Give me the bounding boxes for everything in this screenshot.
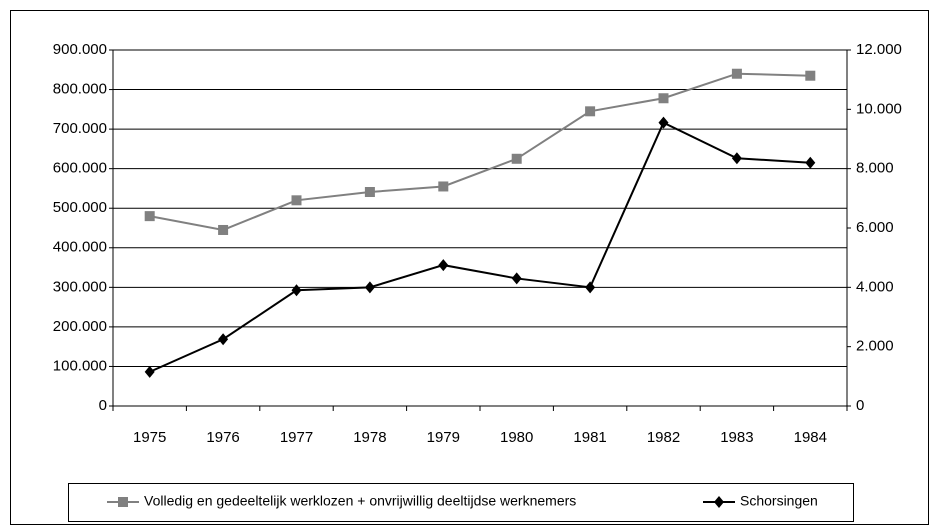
- y-tick-label: 0: [99, 397, 107, 414]
- data-point: [218, 333, 229, 346]
- y-tick-label: 400.000: [53, 239, 107, 256]
- x-tick-label: 1977: [280, 429, 313, 446]
- data-point: [585, 281, 596, 294]
- x-tick-label: 1984: [794, 429, 827, 446]
- data-point: [805, 156, 816, 169]
- y-tick-label: 200.000: [53, 318, 107, 335]
- data-point: [585, 106, 596, 117]
- legend-label: Schorsingen: [740, 493, 818, 509]
- data-point: [511, 272, 522, 285]
- y-tick-label: 500.000: [53, 199, 107, 216]
- x-tick-label: 1981: [573, 429, 606, 446]
- series-line: [149, 121, 811, 373]
- y-tick-label: 100.000: [53, 357, 107, 374]
- x-tick-label: 1979: [427, 429, 460, 446]
- series-line: [149, 72, 811, 232]
- data-point: [511, 153, 522, 164]
- y-tick-label: 800.000: [53, 81, 107, 98]
- y2-tick-label: 12.000: [856, 41, 902, 58]
- data-point: [364, 281, 375, 294]
- legend-marker: [118, 497, 128, 507]
- y2-tick-label: 10.000: [856, 100, 902, 117]
- data-point: [731, 68, 742, 79]
- y2-tick-label: 2.000: [856, 338, 894, 355]
- y-tick-label: 900.000: [53, 41, 107, 58]
- data-point: [144, 365, 155, 378]
- x-tick-label: 1980: [500, 429, 533, 446]
- y2-tick-label: 8.000: [856, 160, 894, 177]
- data-point: [438, 181, 449, 192]
- chart-border: [10, 10, 929, 525]
- y-tick-label: 300.000: [53, 278, 107, 295]
- x-tick-label: 1978: [353, 429, 386, 446]
- legend-label: Volledig en gedeeltelijk werklozen + onv…: [144, 493, 576, 509]
- data-point: [144, 211, 155, 222]
- y2-tick-label: 4.000: [856, 278, 894, 295]
- data-point: [805, 70, 816, 81]
- x-tick-label: 1982: [647, 429, 680, 446]
- y2-tick-label: 6.000: [856, 219, 894, 236]
- legend-marker: [714, 496, 724, 508]
- data-point: [364, 187, 375, 198]
- data-point: [291, 195, 302, 206]
- y2-tick-label: 0: [856, 397, 864, 414]
- y-tick-label: 700.000: [53, 120, 107, 137]
- data-point: [218, 224, 229, 235]
- x-tick-label: 1976: [206, 429, 239, 446]
- data-point: [291, 284, 302, 297]
- x-tick-label: 1975: [133, 429, 166, 446]
- data-point: [658, 93, 669, 104]
- y-tick-label: 600.000: [53, 160, 107, 177]
- data-point: [658, 116, 669, 129]
- data-point: [731, 152, 742, 165]
- data-point: [438, 259, 449, 272]
- x-tick-label: 1983: [720, 429, 753, 446]
